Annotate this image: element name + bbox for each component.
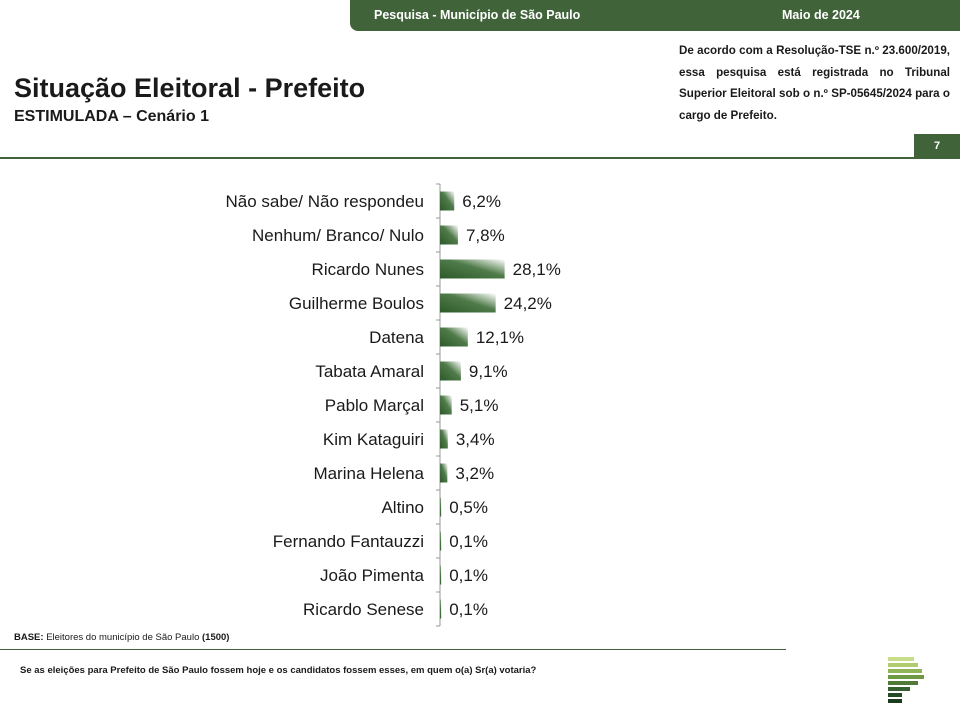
category-label: Marina Helena	[313, 464, 424, 483]
value-label: 3,4%	[456, 430, 495, 449]
bar	[440, 429, 448, 449]
category-label: Fernando Fantauzzi	[273, 532, 424, 551]
base-count: (1500)	[202, 632, 230, 643]
value-label: 0,1%	[449, 566, 488, 585]
category-label: Nenhum/ Branco/ Nulo	[252, 226, 424, 245]
chart-rows: Não sabe/ Não respondeu 6,2% Nenhum/ Branc…	[226, 191, 561, 619]
category-label: Ricardo Senese	[303, 600, 424, 619]
value-label: 28,1%	[513, 260, 561, 279]
survey-question: Se as eleições para Prefeito de São Paul…	[20, 665, 537, 676]
brand-logo-icon	[888, 657, 924, 703]
category-label: Pablo Marçal	[325, 396, 424, 415]
base-text: Eleitores do município de São Paulo	[46, 632, 200, 643]
bar	[440, 225, 458, 245]
category-label: Tabata Amaral	[315, 362, 424, 381]
header-bar: Pesquisa - Município de São Paulo Maio d…	[350, 0, 960, 31]
value-label: 0,1%	[449, 600, 488, 619]
bar	[440, 191, 455, 211]
value-label: 9,1%	[469, 362, 508, 381]
bar	[440, 361, 461, 381]
value-label: 3,2%	[455, 464, 494, 483]
category-label: Ricardo Nunes	[312, 260, 424, 279]
page-subtitle: ESTIMULADA – Cenário 1	[14, 108, 209, 125]
category-label: Datena	[369, 328, 424, 347]
value-label: 6,2%	[462, 192, 501, 211]
bar	[440, 327, 468, 347]
category-label: Não sabe/ Não respondeu	[226, 192, 424, 211]
value-label: 0,1%	[449, 532, 488, 551]
value-label: 0,5%	[449, 498, 488, 517]
footer-divider	[0, 649, 786, 650]
legal-registration-note: De acordo com a Resolução-TSE n.º 23.600…	[679, 44, 950, 122]
bar	[440, 531, 442, 551]
page-number-badge: 7	[914, 134, 960, 158]
base-note: BASE: Eleitores do município de São Paul…	[14, 632, 229, 643]
bar	[440, 395, 452, 415]
category-label: Kim Kataguiri	[323, 430, 424, 449]
header-divider	[0, 157, 960, 159]
bar	[440, 259, 505, 279]
bar	[440, 463, 448, 483]
bar-chart: Não sabe/ Não respondeu 6,2% Nenhum/ Branc…	[226, 183, 561, 627]
bar	[440, 565, 442, 585]
bar	[440, 497, 442, 517]
bar	[440, 599, 442, 619]
category-label: João Pimenta	[320, 566, 424, 585]
survey-name: Pesquisa - Município de São Paulo	[374, 8, 581, 22]
chart-axis	[436, 183, 441, 627]
page-title: Situação Eleitoral - Prefeito	[14, 73, 366, 103]
bar	[440, 293, 496, 313]
value-label: 5,1%	[460, 396, 499, 415]
value-label: 7,8%	[466, 226, 505, 245]
base-label: BASE:	[14, 632, 44, 643]
category-label: Altino	[381, 498, 424, 517]
category-label: Guilherme Boulos	[289, 294, 424, 313]
survey-date: Maio de 2024	[782, 8, 860, 22]
value-label: 24,2%	[504, 294, 552, 313]
value-label: 12,1%	[476, 328, 524, 347]
